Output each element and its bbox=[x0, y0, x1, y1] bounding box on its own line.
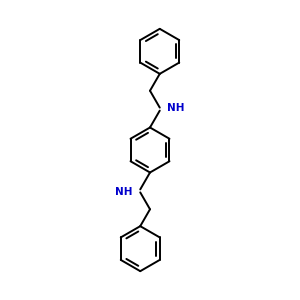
Text: NH: NH bbox=[167, 103, 185, 112]
Text: NH: NH bbox=[115, 188, 133, 197]
